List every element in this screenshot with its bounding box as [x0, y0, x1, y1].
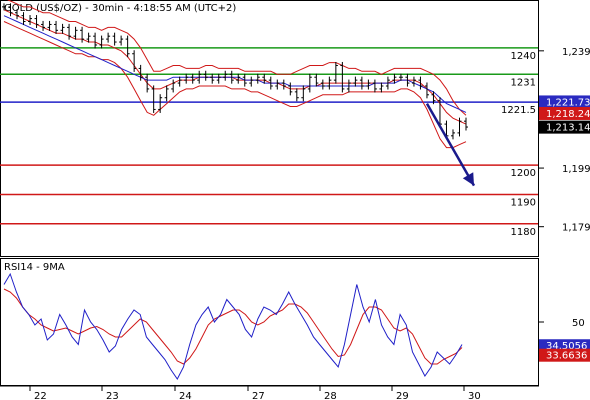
rsi-panel-frame	[0, 258, 539, 386]
rsi-layer	[3, 272, 463, 380]
level-label-1200: 1200	[511, 168, 536, 179]
level-label-1180: 1180	[511, 227, 536, 238]
forecast-arrow-head	[462, 172, 474, 186]
price-chart-title: GOLD (US$/OZ) - 30min - 4:18:55 AM (UTC+…	[4, 3, 236, 14]
moving-average-red-line	[3, 9, 467, 125]
price-layer: 1240 1231 1221.5 1200 1190 1180	[0, 0, 538, 238]
price-badge: 1,213.14	[546, 123, 590, 134]
axis-layer: 1,2391,2191,1991,1791,221.731,218.241,21…	[29, 47, 590, 400]
price-badge: 1,218.24	[546, 109, 590, 120]
moving-average-blue-line	[3, 15, 467, 113]
price-y-tick-label: 1,179	[562, 223, 590, 234]
price-y-tick-label: 1,239	[562, 47, 590, 58]
level-label-1190: 1190	[511, 197, 536, 208]
x-tick-label: 27	[252, 391, 265, 400]
rsi-badge-bg	[539, 348, 590, 362]
bollinger-upper-line	[7, 0, 467, 116]
rsi-ma-line	[3, 288, 463, 365]
x-tick-label: 29	[396, 391, 409, 400]
x-tick-label: 24	[179, 391, 192, 400]
x-tick-label: 28	[324, 391, 337, 400]
forecast-arrow-shaft	[425, 102, 476, 187]
x-tick-label: 23	[106, 391, 119, 400]
rsi-badge: 33.6636	[546, 351, 587, 362]
price-badge-bg	[539, 95, 590, 109]
price-badge: 1,221.73	[546, 97, 590, 108]
rsi-badge: 34.5056	[546, 341, 587, 352]
level-label-1221.5: 1221.5	[501, 105, 536, 116]
rsi-chart-title: RSI14 - 9MA	[4, 262, 65, 273]
level-label-1240: 1240	[511, 51, 536, 62]
price-panel-frame	[0, 0, 539, 257]
rsi-y-tick-label: 50	[572, 318, 585, 329]
level-label-1231: 1231	[511, 77, 536, 88]
bollinger-lower-line	[3, 21, 467, 149]
rsi-line	[3, 272, 463, 380]
price-y-tick-label: 1,199	[562, 164, 590, 175]
price-badge-bg	[539, 106, 590, 120]
x-tick-label: 22	[34, 391, 47, 400]
x-tick-label: 30	[468, 391, 481, 400]
price-badge-bg	[539, 120, 590, 134]
